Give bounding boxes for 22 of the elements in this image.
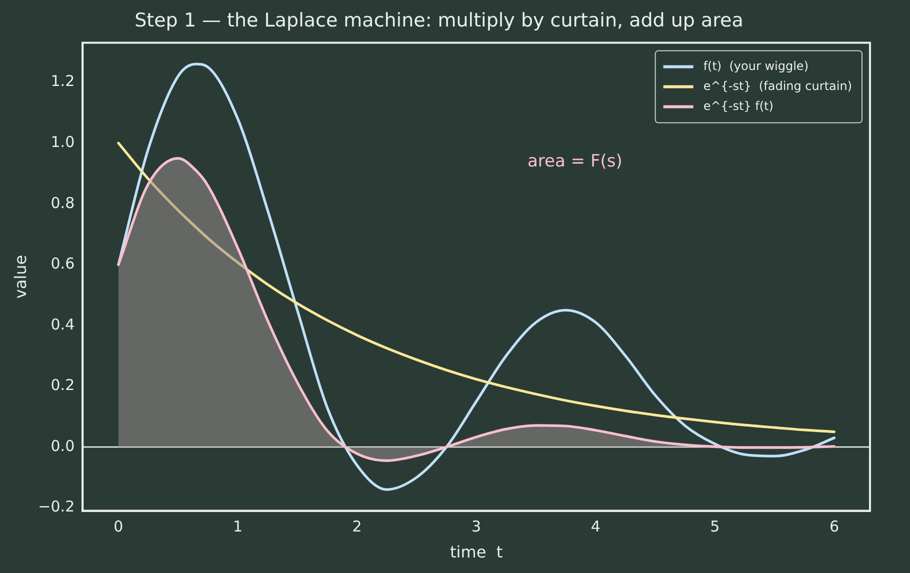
- legend-label: e^{-st} (fading curtain): [703, 78, 852, 93]
- y-tick-label: 0.6: [50, 254, 75, 273]
- annotation: area = F(s): [527, 152, 622, 172]
- x-tick-label: 4: [590, 518, 600, 536]
- x-tick-label: 3: [472, 518, 482, 536]
- y-tick-label: 0.2: [50, 376, 75, 394]
- y-tick-label: 1.0: [50, 132, 75, 151]
- x-tick-label: 5: [710, 518, 720, 536]
- x-tick-label: 0: [114, 518, 124, 536]
- y-axis-title: value: [10, 254, 30, 299]
- chart-title: Step 1 — the Laplace machine: multiply by curtain, add up area: [134, 9, 744, 32]
- legend-label: f(t) (your wiggle): [703, 58, 808, 73]
- x-tick-label: 1: [232, 518, 242, 536]
- x-tick-label: 6: [829, 518, 839, 536]
- y-tick-label: 1.2: [50, 72, 75, 90]
- x-axis-title: time t: [450, 542, 503, 562]
- y-tick-label: 0.4: [50, 315, 75, 334]
- legend-label: e^{-st} f(t): [703, 98, 774, 113]
- y-tick-label: 0.0: [50, 436, 75, 455]
- y-tick-label: 0.8: [50, 194, 75, 212]
- x-tick-label: 2: [352, 518, 362, 536]
- y-tick-label: −0.2: [38, 498, 75, 516]
